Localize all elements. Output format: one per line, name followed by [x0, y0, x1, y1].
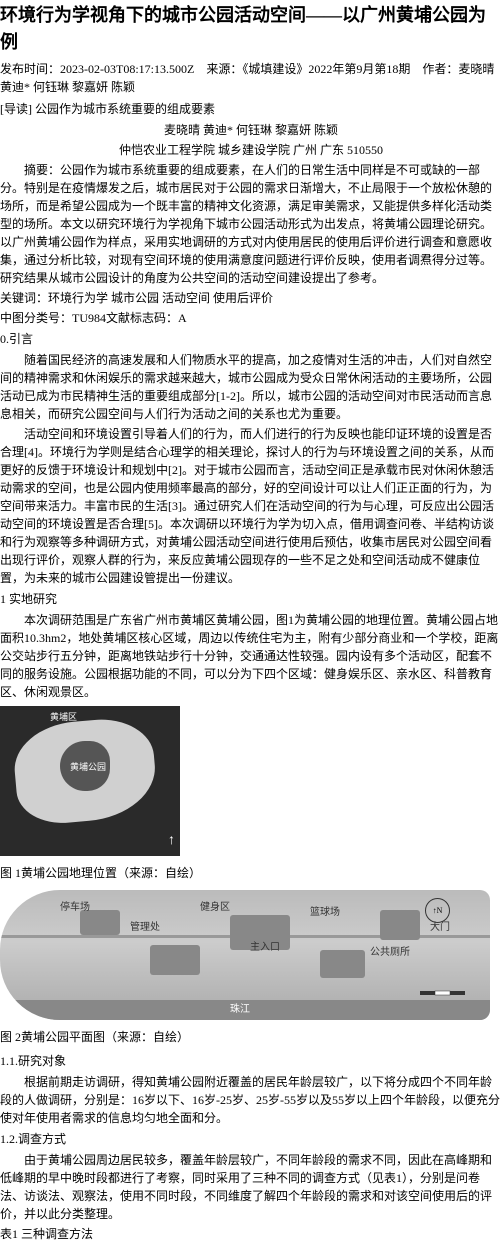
section-1-2-title: 1.2.调查方式 — [0, 1128, 502, 1150]
fig1-label-district: 黄埔区 — [50, 711, 77, 725]
author-label: 作者： — [422, 62, 458, 76]
section-1-1-p: 根据前期走访调研，得知黄埔公园附近覆盖的居民年龄层较广，以下将分成四个不同年龄段… — [0, 1072, 502, 1128]
figure-1: 黄埔区 黄埔公园 ↑ — [0, 706, 502, 856]
keywords: 关键词：环境行为学 城市公园 活动空间 使用后评价 — [0, 288, 502, 308]
fig2-label-parking: 停车场 — [60, 900, 90, 915]
source-value: 《城填建设》2022年第9月第18期 — [242, 62, 410, 76]
fig2-label-entrance: 主入口 — [250, 940, 280, 955]
fig2-label-fitness: 健身区 — [200, 900, 230, 915]
fig2-label-toilet: 公共厕所 — [370, 945, 410, 960]
scale-bar — [420, 985, 480, 995]
compass-icon: ↑N — [425, 898, 450, 923]
compass-icon: ↑ — [168, 830, 175, 851]
article-title: 环境行为学视角下的城市公园活动空间——以广州黄埔公园为例 — [0, 0, 502, 58]
fig2-label-river: 珠江 — [230, 1002, 250, 1017]
authors-centered: 麦晓晴 黄迪* 何钰琳 黎嘉妍 陈颖 — [0, 120, 502, 140]
fig2-label-basketball: 篮球场 — [310, 905, 340, 920]
section-0-title: 0.引言 — [0, 328, 502, 350]
section-0-p2: 活动空间和环境设置引导着人们的行为，而人们进行的行为反映也能印证环境的设置是否合… — [0, 424, 502, 588]
fig2-label-admin: 管理处 — [130, 920, 160, 935]
section-1-2-p: 由于黄埔公园周边居民较多，覆盖年龄层较广，不同年龄段的需求不同，因此在高峰期和低… — [0, 1150, 502, 1224]
figure-2-caption: 图 2黄埔公园平面图（来源：自绘） — [0, 1024, 502, 1050]
clc-code: 中图分类号：TU984文献标志码：A — [0, 308, 502, 328]
section-1-p: 本次调研范围是广东省广州市黄埔区黄埔公园，图1为黄埔公园的地理位置。黄埔公园占地… — [0, 610, 502, 702]
fig1-label-park: 黄埔公园 — [70, 761, 106, 775]
affiliation: 仲恺农业工程学院 城乡建设学院 广州 广东 510550 — [0, 140, 502, 160]
source-label: 来源： — [206, 62, 242, 76]
time-value: 2023-02-03T08:17:13.500Z — [60, 62, 194, 76]
section-1-1-title: 1.1.研究对象 — [0, 1050, 502, 1072]
time-label: 发布时间： — [0, 62, 60, 76]
guide-line: [导读] 公园作为城市系统重要的组成要素 — [0, 98, 502, 120]
section-1-title: 1 实地研究 — [0, 588, 502, 610]
section-0-p1: 随着国民经济的高速发展和人们物质水平的提高，加之疫情对生活的冲击，人们对自然空间… — [0, 350, 502, 424]
abstract: 摘要：公园作为城市系统重要的组成要素，在人们的日常生活中同样是不可或缺的一部分。… — [0, 160, 502, 288]
meta-line: 发布时间：2023-02-03T08:17:13.500Z 来源：《城填建设》2… — [0, 58, 502, 98]
figure-1-caption: 图 1黄埔公园地理位置（来源：自绘） — [0, 860, 502, 886]
table-1-title: 表1 三种调查方法 — [0, 1224, 502, 1244]
figure-2: 停车场 管理处 健身区 主入口 篮球场 公共厕所 大门 珠江 ↑N — [0, 890, 502, 1020]
